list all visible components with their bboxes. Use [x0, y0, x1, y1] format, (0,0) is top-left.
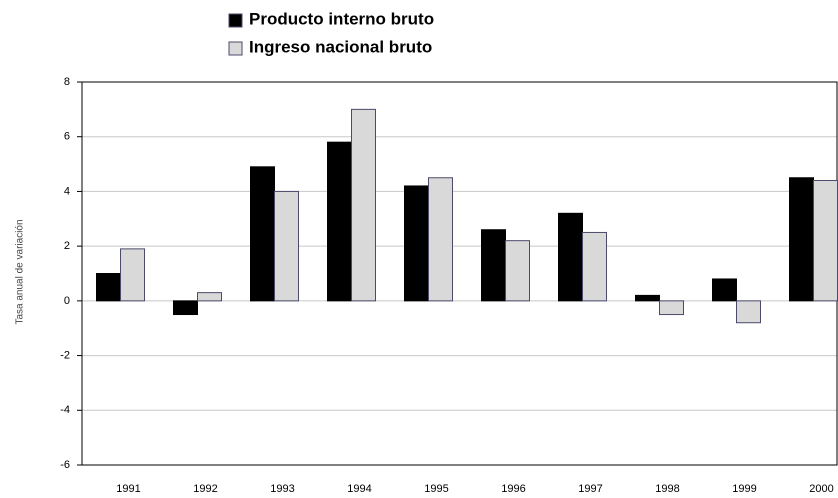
bar	[351, 108, 376, 302]
x-tick-label: 1997	[578, 483, 602, 495]
bar	[481, 229, 506, 302]
x-tick-label: 1998	[655, 483, 679, 495]
bar	[428, 177, 453, 302]
legend-text: Ingreso nacional bruto	[249, 37, 432, 56]
legend-text: Producto interno bruto	[249, 9, 434, 28]
bar	[120, 248, 145, 302]
y-tick-label: -6	[60, 459, 70, 471]
bar	[635, 294, 660, 302]
bar	[789, 177, 814, 302]
x-tick-label: 2000	[809, 483, 833, 495]
bar	[274, 190, 299, 302]
x-tick-label: 1991	[116, 483, 140, 495]
bar	[712, 278, 737, 302]
bar	[173, 300, 198, 316]
x-tick-label: 1996	[501, 483, 525, 495]
y-tick-label: 6	[64, 131, 70, 143]
bar	[813, 179, 838, 302]
x-tick-label: 1994	[347, 483, 371, 495]
legend-swatch	[228, 41, 243, 56]
x-tick-label: 1995	[424, 483, 448, 495]
y-tick-label: 8	[64, 76, 70, 88]
y-axis-label: Tasa anual de variación	[15, 219, 26, 324]
y-tick-label: 2	[64, 240, 70, 252]
bar	[250, 166, 275, 302]
bar	[736, 300, 761, 324]
y-tick-label: -2	[60, 349, 70, 361]
bar	[197, 292, 222, 302]
bar	[327, 141, 352, 302]
x-tick-label: 1993	[270, 483, 294, 495]
legend-swatch	[228, 13, 243, 28]
x-tick-label: 1999	[732, 483, 756, 495]
x-tick-label: 1992	[193, 483, 217, 495]
bar	[404, 185, 429, 302]
bar	[558, 212, 583, 302]
bar	[505, 240, 530, 302]
bar	[659, 300, 684, 316]
plot-frame	[81, 81, 838, 466]
y-tick-label: 4	[64, 185, 70, 197]
bar	[582, 231, 607, 302]
y-tick-label: -4	[60, 404, 70, 416]
y-tick-label: 0	[64, 295, 70, 307]
bar	[96, 273, 121, 302]
